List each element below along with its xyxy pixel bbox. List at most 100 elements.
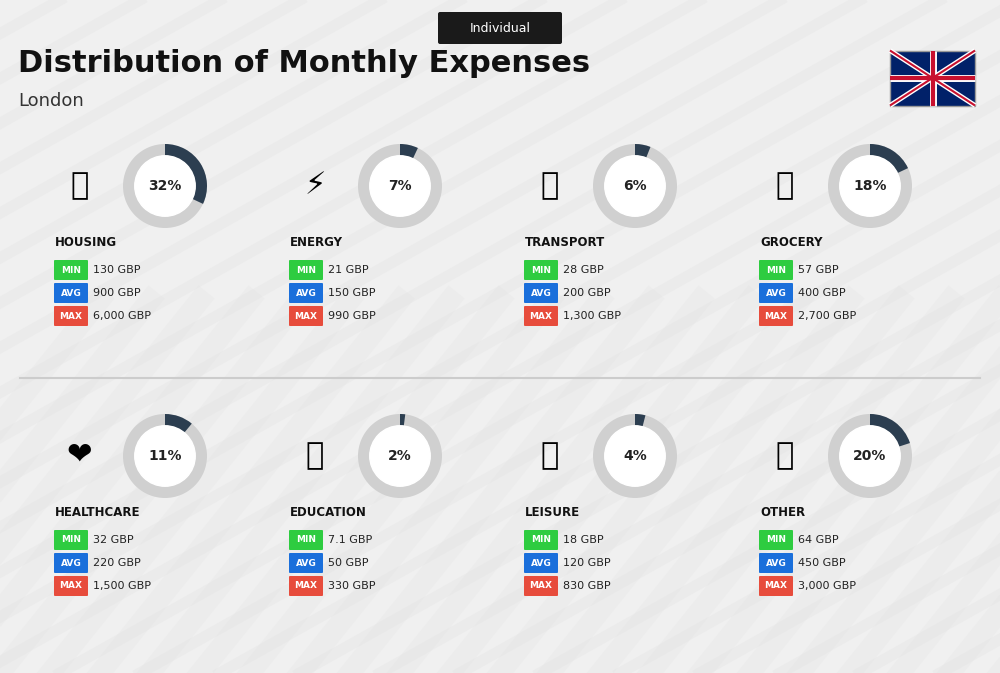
Text: 990 GBP: 990 GBP: [328, 311, 376, 321]
FancyBboxPatch shape: [289, 553, 323, 573]
Text: 7.1 GBP: 7.1 GBP: [328, 535, 372, 545]
Text: 11%: 11%: [148, 449, 182, 463]
Text: 28 GBP: 28 GBP: [563, 265, 604, 275]
Text: MIN: MIN: [531, 536, 551, 544]
FancyBboxPatch shape: [759, 306, 793, 326]
FancyBboxPatch shape: [524, 530, 558, 550]
Text: 🛍️: 🛍️: [541, 441, 559, 470]
Text: AVG: AVG: [296, 289, 316, 297]
Text: ❤️: ❤️: [67, 441, 93, 470]
Text: 🛒: 🛒: [776, 172, 794, 201]
Text: 18 GBP: 18 GBP: [563, 535, 604, 545]
FancyBboxPatch shape: [289, 283, 323, 303]
Text: ENERGY: ENERGY: [290, 236, 343, 250]
Text: MIN: MIN: [296, 266, 316, 275]
Text: 830 GBP: 830 GBP: [563, 581, 611, 591]
FancyBboxPatch shape: [54, 283, 88, 303]
FancyBboxPatch shape: [54, 260, 88, 280]
Text: 120 GBP: 120 GBP: [563, 558, 611, 568]
Text: MAX: MAX: [295, 581, 318, 590]
Wedge shape: [165, 144, 207, 204]
Wedge shape: [123, 414, 207, 498]
Text: 6,000 GBP: 6,000 GBP: [93, 311, 151, 321]
Text: EDUCATION: EDUCATION: [290, 507, 367, 520]
FancyBboxPatch shape: [524, 306, 558, 326]
FancyBboxPatch shape: [289, 530, 323, 550]
Circle shape: [370, 426, 430, 486]
Text: AVG: AVG: [61, 289, 81, 297]
Wedge shape: [870, 144, 908, 173]
Text: 57 GBP: 57 GBP: [798, 265, 839, 275]
Text: 32 GBP: 32 GBP: [93, 535, 134, 545]
FancyBboxPatch shape: [759, 283, 793, 303]
Text: MIN: MIN: [296, 536, 316, 544]
Text: GROCERY: GROCERY: [760, 236, 822, 250]
Text: 900 GBP: 900 GBP: [93, 288, 141, 298]
Wedge shape: [358, 414, 442, 498]
FancyBboxPatch shape: [289, 306, 323, 326]
Circle shape: [605, 155, 665, 216]
Wedge shape: [870, 414, 910, 447]
Text: MIN: MIN: [531, 266, 551, 275]
Text: Distribution of Monthly Expenses: Distribution of Monthly Expenses: [18, 48, 590, 77]
FancyBboxPatch shape: [759, 260, 793, 280]
Wedge shape: [400, 414, 405, 426]
Circle shape: [370, 155, 430, 216]
FancyBboxPatch shape: [289, 576, 323, 596]
Text: 2%: 2%: [388, 449, 412, 463]
Text: LEISURE: LEISURE: [525, 507, 580, 520]
Text: 1,500 GBP: 1,500 GBP: [93, 581, 151, 591]
Text: MAX: MAX: [295, 312, 318, 320]
Text: HOUSING: HOUSING: [55, 236, 117, 250]
Text: 330 GBP: 330 GBP: [328, 581, 376, 591]
Wedge shape: [635, 414, 645, 427]
Text: MAX: MAX: [765, 581, 788, 590]
Text: 50 GBP: 50 GBP: [328, 558, 368, 568]
Text: 130 GBP: 130 GBP: [93, 265, 140, 275]
Text: AVG: AVG: [61, 559, 81, 567]
Text: 200 GBP: 200 GBP: [563, 288, 611, 298]
FancyBboxPatch shape: [438, 12, 562, 44]
Text: MAX: MAX: [60, 312, 83, 320]
Text: AVG: AVG: [766, 289, 786, 297]
Text: 20%: 20%: [853, 449, 887, 463]
Text: 💰: 💰: [776, 441, 794, 470]
Text: MAX: MAX: [530, 312, 552, 320]
FancyBboxPatch shape: [759, 576, 793, 596]
Text: 64 GBP: 64 GBP: [798, 535, 839, 545]
Text: MIN: MIN: [61, 536, 81, 544]
Text: 🏢: 🏢: [71, 172, 89, 201]
Text: 18%: 18%: [853, 179, 887, 193]
Text: 32%: 32%: [148, 179, 182, 193]
Text: 🚌: 🚌: [541, 172, 559, 201]
Text: TRANSPORT: TRANSPORT: [525, 236, 605, 250]
FancyBboxPatch shape: [524, 283, 558, 303]
Wedge shape: [165, 414, 192, 433]
Circle shape: [135, 426, 195, 486]
Text: MAX: MAX: [765, 312, 788, 320]
Text: 1,300 GBP: 1,300 GBP: [563, 311, 621, 321]
Wedge shape: [123, 144, 207, 228]
Text: MAX: MAX: [60, 581, 83, 590]
Wedge shape: [635, 144, 650, 158]
Text: MIN: MIN: [61, 266, 81, 275]
Text: AVG: AVG: [531, 559, 551, 567]
FancyBboxPatch shape: [759, 553, 793, 573]
Text: AVG: AVG: [531, 289, 551, 297]
Text: 🎓: 🎓: [306, 441, 324, 470]
Text: MAX: MAX: [530, 581, 552, 590]
Circle shape: [135, 155, 195, 216]
FancyBboxPatch shape: [289, 260, 323, 280]
Text: 450 GBP: 450 GBP: [798, 558, 846, 568]
Text: Individual: Individual: [470, 22, 530, 34]
FancyBboxPatch shape: [54, 576, 88, 596]
Text: 400 GBP: 400 GBP: [798, 288, 846, 298]
Wedge shape: [358, 144, 442, 228]
Text: ⚡: ⚡: [304, 172, 326, 201]
Text: 3,000 GBP: 3,000 GBP: [798, 581, 856, 591]
Text: 6%: 6%: [623, 179, 647, 193]
Text: MIN: MIN: [766, 266, 786, 275]
Text: 2,700 GBP: 2,700 GBP: [798, 311, 856, 321]
Wedge shape: [828, 414, 912, 498]
Text: London: London: [18, 92, 84, 110]
